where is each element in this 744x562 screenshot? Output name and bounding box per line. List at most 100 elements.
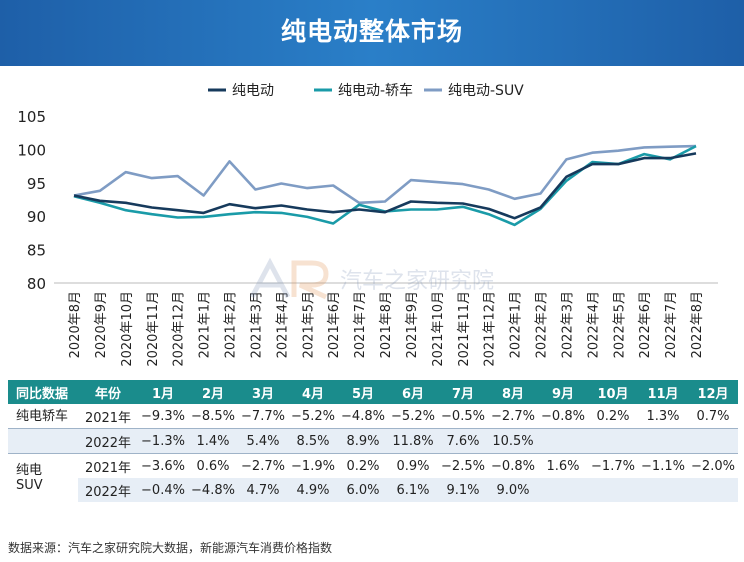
y-tick-label: 105 (17, 108, 46, 126)
table-header: 年份 (78, 380, 138, 404)
table-cell: −7.7% (238, 404, 288, 429)
x-tick-label: 2021年10月 (431, 291, 446, 367)
table-cell: 11.8% (388, 428, 438, 454)
y-tick-label: 90 (27, 208, 46, 226)
x-tick-label: 2021年8月 (379, 291, 394, 358)
y-tick-label: 85 (27, 242, 46, 260)
table-cell: 6.1% (388, 478, 438, 502)
table-cell: 0.7% (688, 404, 738, 429)
x-tick-label: 2020年8月 (68, 291, 83, 358)
table-cell: −4.8% (188, 478, 238, 502)
table-row: 纯电 SUV 2021年 −3.6% 0.6% −2.7% −1.9% 0.2% 0.9% −2… (8, 453, 738, 502)
legend-label: 纯电动-轿车 (338, 82, 413, 99)
table-cell: 4.9% (288, 478, 338, 502)
source-note: 数据来源：汽车之家研究院大数据，新能源汽车消费价格指数 (8, 541, 333, 555)
row-year: 2021年 (78, 453, 138, 478)
row-category (8, 428, 78, 454)
table-cell (538, 478, 588, 502)
x-tick-label: 2022年8月 (690, 291, 705, 358)
y-tick-label: 100 (17, 141, 46, 159)
x-tick-label: 2022年1月 (509, 291, 524, 358)
yoy-table-wrap: 同比数据 年份 1月 2月 3月 4月 5月 6月 7月 8月 9月 10月 1… (8, 380, 738, 502)
table-cell: −0.4% (138, 478, 188, 502)
table-cell (538, 428, 588, 454)
row-year: 2022年 (78, 428, 138, 454)
table-cell: 8.9% (338, 428, 388, 454)
table-header: 6月 (388, 380, 438, 404)
table-cell: −0.5% (438, 404, 488, 429)
table-row: 2022年 −0.4% −4.8% 4.7% 4.9% 6.0% 6.1% 9.1% 9.0% (8, 478, 738, 502)
table-cell (688, 428, 738, 454)
table-cell: −8.5% (188, 404, 238, 429)
table-cell: 1.6% (538, 453, 588, 478)
table-cell: 0.9% (388, 453, 438, 478)
table-cell: −2.7% (488, 404, 538, 429)
table-header: 10月 (588, 380, 638, 404)
table-cell: 1.3% (638, 404, 688, 429)
x-tick-label: 2020年9月 (94, 291, 109, 358)
row-category: 纯电轿车 (8, 404, 78, 429)
table-cell: 0.6% (188, 453, 238, 478)
table-header: 5月 (338, 380, 388, 404)
table-header: 1月 (138, 380, 188, 404)
x-tick-label: 2022年5月 (612, 291, 627, 358)
table-cell (638, 428, 688, 454)
y-tick-label: 95 (27, 175, 46, 193)
legend-label: 纯电动-SUV (448, 83, 524, 99)
table-row: 2022年 −1.3% 1.4% 5.4% 8.5% 8.9% 11.8% 7.6% 10.5% (8, 428, 738, 454)
row-year: 2021年 (78, 404, 138, 429)
table-cell: 0.2% (588, 404, 638, 429)
watermark: 汽车之家研究院 (248, 257, 508, 301)
x-tick-label: 2022年4月 (586, 291, 601, 358)
table-cell: −0.8% (538, 404, 588, 429)
table-cell: −1.9% (288, 453, 338, 478)
table-cell (688, 478, 738, 502)
table-cell: 5.4% (238, 428, 288, 454)
x-tick-label: 2022年2月 (535, 291, 550, 358)
row-category: 纯电 SUV (8, 453, 78, 502)
watermark-text: 汽车之家研究院 (340, 269, 495, 294)
table-header: 7月 (438, 380, 488, 404)
table-cell: 7.6% (438, 428, 488, 454)
x-tick-label: 2022年3月 (560, 291, 575, 358)
table-cell: 9.1% (438, 478, 488, 502)
header-banner: 纯电动整体市场 (0, 0, 744, 66)
page-title: 纯电动整体市场 (280, 17, 463, 46)
table-cell (638, 478, 688, 502)
y-tick-label: 80 (27, 275, 46, 293)
legend-label: 纯电动 (232, 83, 274, 99)
x-tick-label: 2021年5月 (301, 291, 316, 358)
table-cell: −9.3% (138, 404, 188, 429)
table-header: 同比数据 (8, 380, 78, 404)
table-cell: 9.0% (488, 478, 538, 502)
table-header: 2月 (188, 380, 238, 404)
table-cell: 0.2% (338, 453, 388, 478)
table-header: 12月 (688, 380, 738, 404)
x-tick-label: 2021年7月 (353, 291, 368, 358)
row-year: 2022年 (78, 478, 138, 502)
series-line-2 (73, 144, 697, 205)
x-tick-label: 2021年4月 (275, 291, 290, 358)
table-cell: −3.6% (138, 453, 188, 478)
table-cell: 1.4% (188, 428, 238, 454)
table-cell: −5.2% (388, 404, 438, 429)
table-cell: −1.1% (638, 453, 688, 478)
table-cell: −4.8% (338, 404, 388, 429)
table-header: 3月 (238, 380, 288, 404)
table-cell: −2.7% (238, 453, 288, 478)
x-tick-label: 2020年10月 (120, 291, 135, 367)
x-tick-label: 2020年11月 (146, 291, 161, 367)
x-tick-label: 2021年11月 (457, 291, 472, 367)
x-tick-label: 2022年7月 (664, 291, 679, 358)
table-cell: 4.7% (238, 478, 288, 502)
x-tick-label: 2021年2月 (224, 291, 239, 358)
table-header: 9月 (538, 380, 588, 404)
table-body: 纯电轿车 2021年 −9.3% −8.5% −7.7% −5.2% −4.8% −5.2% −… (8, 404, 738, 502)
line-chart: 80 85 90 95 100 105 2020年8月 2020年9月 2020年10月 2020… (17, 82, 718, 367)
table-header-row: 同比数据 年份 1月 2月 3月 4月 5月 6月 7月 8月 9月 10月 1… (8, 380, 738, 404)
x-tick-label: 2021年6月 (327, 291, 342, 358)
table-cell: −2.5% (438, 453, 488, 478)
watermark-logo-icon (249, 257, 329, 300)
table-header: 4月 (288, 380, 338, 404)
x-tick-label: 2021年9月 (405, 291, 420, 358)
